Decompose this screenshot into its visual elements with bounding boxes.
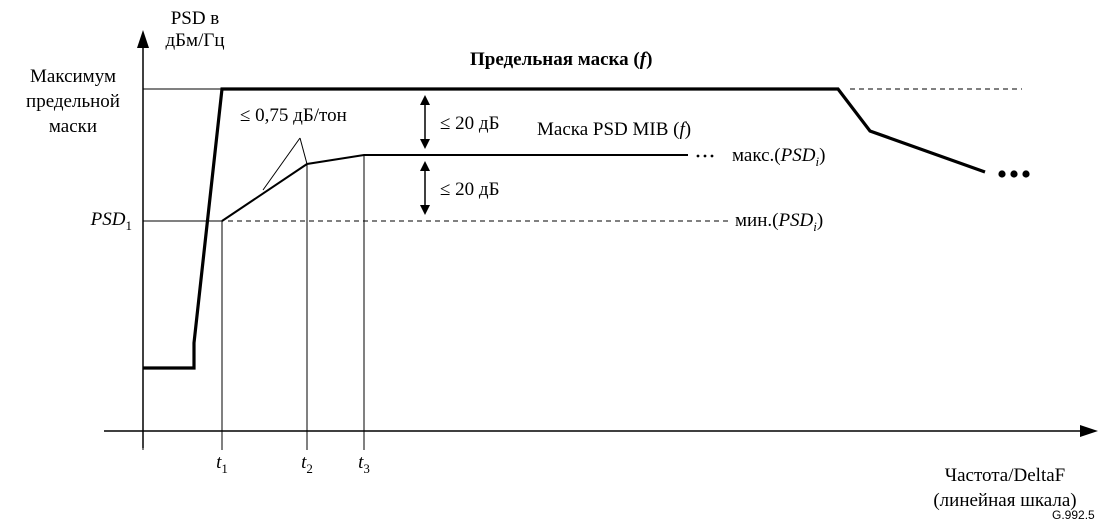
delta-lower-label: ≤ 20 дБ <box>440 179 500 200</box>
psd-mib-ellipsis-dot <box>703 154 707 158</box>
min-psd-label: мин.(PSDi) <box>735 210 823 238</box>
slope-leader-line <box>262 137 301 191</box>
max-psd-sub: i <box>815 153 820 169</box>
psd-mib-ellipsis-dot <box>710 154 714 158</box>
psd-mib-ellipsis-dot <box>696 154 700 158</box>
limit-mask-ellipsis-dot <box>998 170 1006 178</box>
limit-mask-label: Предельная маска (f) <box>470 49 652 71</box>
t1-sub: 1 <box>221 460 228 476</box>
limit-mask-ellipsis-dot <box>1022 170 1030 178</box>
figure-id: G.992.5 <box>1052 508 1095 522</box>
max-limit-mask-label-line3: маски <box>48 116 98 137</box>
delta-upper-label: ≤ 20 дБ <box>440 113 500 134</box>
t3-label: t3 <box>349 452 379 480</box>
min-psd-prefix: мин.( <box>735 210 779 231</box>
slope-annotation: ≤ 0,75 дБ/тон <box>240 105 347 126</box>
t2-sub: 2 <box>306 460 313 476</box>
t2-main: t <box>301 452 307 473</box>
t1-main: t <box>216 452 222 473</box>
y-axis-label-line1: PSD в <box>170 8 220 29</box>
limit-mask-label-text: Предельная маска ( <box>470 49 640 70</box>
psd-mib-mask-curve <box>221 154 688 222</box>
max-psd-var: PSD <box>780 145 816 166</box>
psd1-label: PSD1 <box>40 209 132 237</box>
psd-mib-mask-label-close: ) <box>684 119 692 140</box>
limit-mask-label-var: f <box>639 49 647 70</box>
limit-mask-ellipsis-dot <box>1010 170 1018 178</box>
psd-mib-mask-label: Маска PSD MIB (f) <box>537 119 691 141</box>
y-axis-label: PSD в дБм/Гц <box>150 8 240 52</box>
max-psd-label: макс.(PSDi) <box>732 145 825 173</box>
t1-label: t1 <box>207 452 237 480</box>
psd-mib-mask-label-text: Маска PSD MIB ( <box>537 119 680 140</box>
psd-mib-mask-label-var: f <box>679 119 685 140</box>
y-axis-label-line2: дБм/Гц <box>165 30 225 51</box>
max-limit-mask-label-line1: Максимум <box>30 66 116 87</box>
t3-main: t <box>358 452 364 473</box>
x-axis-label: Частота/DeltaF (линейная шкала) <box>910 463 1100 513</box>
psd1-label-sub: 1 <box>125 217 133 233</box>
y-axis-arrowhead <box>137 30 149 48</box>
limit-mask-label-close: ) <box>646 49 653 70</box>
max-psd-suffix: ) <box>819 145 826 166</box>
t3-sub: 3 <box>363 460 370 476</box>
max-limit-mask-label: Максимум предельной маски <box>14 64 132 139</box>
limit-mask-curve <box>143 87 986 370</box>
max-psd-prefix: макс.( <box>732 145 781 166</box>
min-psd-var: PSD <box>778 210 814 231</box>
psd1-label-main: PSD <box>90 209 126 230</box>
x-axis-label-line2: (линейная шкала) <box>933 490 1077 511</box>
x-axis-label-line1: Частота/DeltaF <box>944 465 1066 486</box>
slope-leader-line <box>299 137 308 165</box>
max-limit-mask-label-line2: предельной <box>26 91 120 112</box>
x-axis-arrowhead <box>1080 425 1098 437</box>
t2-label: t2 <box>292 452 322 480</box>
min-psd-sub: i <box>813 218 817 234</box>
min-psd-suffix: ) <box>816 210 824 231</box>
